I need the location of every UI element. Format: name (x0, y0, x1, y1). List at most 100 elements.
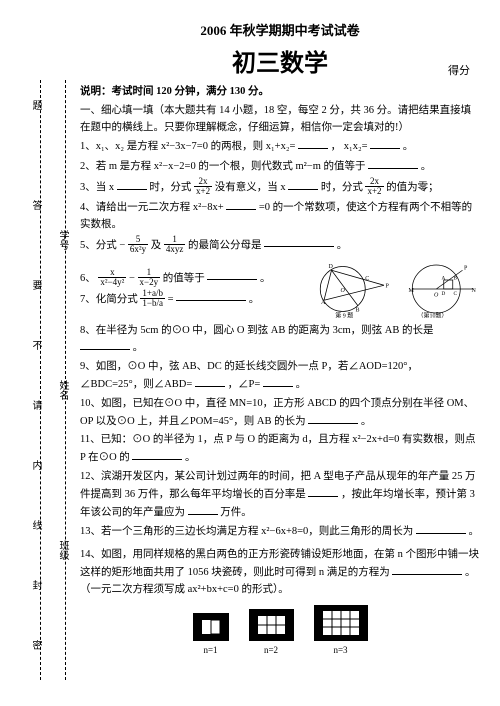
tile-svg-2 (249, 609, 294, 641)
blank (195, 376, 225, 387)
blank (188, 504, 218, 515)
q9: 9、如图，⊙O 中，弦 AB、DC 的延长线交圆外一点 P，若∠AOD=120°… (80, 359, 480, 394)
svg-text:O: O (341, 288, 346, 294)
side-label: 不 (28, 340, 43, 350)
svg-text:N: N (472, 288, 477, 294)
blank (392, 564, 462, 575)
q1: 1、x₁、x₂ 是方程 x²−3x−7=0 的两根，则 x₁+x₂= ， x₁x… (80, 138, 480, 156)
q13a: 13、若一个三角形的三边长均满足方程 x²−6x+8=0，则此三角形的周长为 (80, 526, 413, 537)
blank (368, 158, 418, 169)
fraction: 1x−2y (138, 268, 161, 287)
body: 说明：考试时间 120 分钟，满分 130 分。 一、细心填一填（本大题共有 1… (80, 84, 480, 657)
q5b: 及 (151, 239, 162, 250)
q13b: 。 (469, 526, 480, 537)
q3c: 没有意义，当 x (215, 182, 286, 193)
dashed-line-1 (40, 80, 41, 680)
instructions-1: 说明：考试时间 120 分钟，满分 130 分。 (80, 84, 480, 101)
n2-label: n=2 (264, 645, 278, 655)
q4: 4、请给出一元二次方程 x²−8x+ =0 的一个常数项，使这个方程有两个不相等… (80, 199, 480, 234)
q7a: 7、化简分式 (80, 293, 138, 304)
title-row: 初三数学 得分 (80, 43, 480, 78)
svg-text:P: P (464, 265, 468, 271)
side-label: 姓名 (55, 380, 70, 400)
q10: 10、如图，已知在⊙O 中，直径 MN=10，正方形 ABCD 的四个顶点分别在… (80, 396, 480, 431)
blank (117, 179, 147, 190)
blank (226, 199, 256, 210)
tile-figures: n=1 n=2 (80, 605, 480, 657)
q5c: 的最简公分母是 (188, 239, 262, 250)
q6b: − (129, 272, 135, 283)
blank (176, 290, 246, 301)
q7c: 。 (249, 293, 260, 304)
q3b: 时，分式 (149, 182, 191, 193)
figure-10: M O P A B C D N （第10题） (400, 259, 480, 319)
svg-text:D: D (442, 291, 446, 297)
tile-svg-3 (314, 605, 368, 641)
section-1-heading: 一、细心填一填（本大题共有 14 小题，18 空，每空 2 分，共 36 分。请… (80, 103, 480, 137)
q5d: 。 (337, 239, 348, 250)
q6: 6、 xx²−4y² − 1x−2y 的值等于 。 (80, 269, 308, 288)
title-year: 2006 年秋学期期中考试试卷 (80, 20, 480, 39)
tile-svg-1 (193, 613, 229, 641)
figure-9: A D O B C P 第 9 题 (314, 259, 394, 319)
exam-page: 2006 年秋学期期中考试试卷 初三数学 得分 说明：考试时间 120 分钟，满… (80, 20, 480, 657)
q9b: ，∠P= (228, 379, 261, 390)
blank (263, 376, 293, 387)
side-label: 线 (28, 520, 43, 530)
fraction: 2xx+2 (194, 177, 212, 196)
blank (308, 486, 338, 497)
svg-text:第 9 题: 第 9 题 (335, 311, 353, 319)
q1c: 。 (403, 141, 414, 152)
side-label: 要 (28, 280, 43, 290)
q3d: 时，分式 (321, 182, 363, 193)
blank (298, 138, 328, 149)
n1-label: n=1 (203, 645, 217, 655)
q14: 14、如图，用同样规格的黑白两色的正方形瓷砖铺设矩形地面，在第 n 个图形中铺一… (80, 547, 480, 598)
side-label: 密 (28, 640, 43, 650)
blank (288, 179, 318, 190)
q12c: 万件。 (220, 507, 252, 518)
svg-text:B: B (454, 275, 458, 281)
q12: 12、滨湖开发区内，某公司计划过两年的时间，把 A 型电子产品从现年的年产量 2… (80, 469, 480, 521)
side-label: 学号 (55, 230, 70, 250)
svg-text:A: A (442, 275, 446, 281)
fraction: 1+a/b1−b/a (140, 289, 165, 308)
q11b: 。 (185, 452, 196, 463)
q1b: ， x₁x₂= (331, 141, 368, 152)
svg-text:C: C (454, 291, 458, 297)
q3a: 3、当 x (80, 182, 114, 193)
side-label: 答 (28, 200, 43, 210)
blank (264, 236, 334, 247)
q10b: 。 (361, 416, 372, 427)
q8b: 。 (133, 342, 144, 353)
title-subject: 初三数学 (232, 43, 328, 78)
q2: 2、若 m 是方程 x²−x−2=0 的一个根，则代数式 m²−m 的值等于 。 (80, 158, 480, 176)
svg-text:A: A (321, 300, 326, 306)
svg-text:C: C (365, 276, 369, 282)
tile-n3: n=3 (314, 605, 368, 657)
svg-text:P: P (386, 283, 390, 289)
blank (308, 413, 358, 424)
score-label: 得分 (448, 62, 470, 78)
q10a: 10、如图，已知在⊙O 中，直径 MN=10，正方形 ABCD 的四个顶点分别在… (80, 398, 474, 427)
blank (80, 339, 130, 350)
q6a: 6、 (80, 272, 96, 283)
q4a: 4、请给出一元二次方程 x²−8x+ (80, 202, 224, 213)
tile-n1: n=1 (193, 613, 229, 657)
q7b: = (168, 293, 174, 304)
q7: 7、化简分式 1+a/b1−b/a = 。 (80, 290, 308, 309)
side-label: 封 (28, 580, 43, 590)
q1-text: 1、x₁、x₂ 是方程 x²−3x−7=0 的两根，则 x₁+x₂= (80, 141, 295, 152)
q2b: 。 (421, 161, 432, 172)
q5a: 5、分式 − (80, 239, 125, 250)
blank (207, 269, 257, 280)
q14-row: 14、如图，用同样规格的黑白两色的正方形瓷砖铺设矩形地面，在第 n 个图形中铺一… (80, 545, 480, 600)
side-label: 请 (28, 400, 43, 410)
tile-n2: n=2 (249, 609, 294, 657)
q6c: 的值等于 (163, 272, 205, 283)
side-label: 班级 (55, 540, 70, 560)
side-label: 题 (28, 100, 43, 110)
blank (416, 523, 466, 534)
svg-text:B: B (356, 307, 360, 313)
svg-text:O: O (434, 292, 439, 298)
